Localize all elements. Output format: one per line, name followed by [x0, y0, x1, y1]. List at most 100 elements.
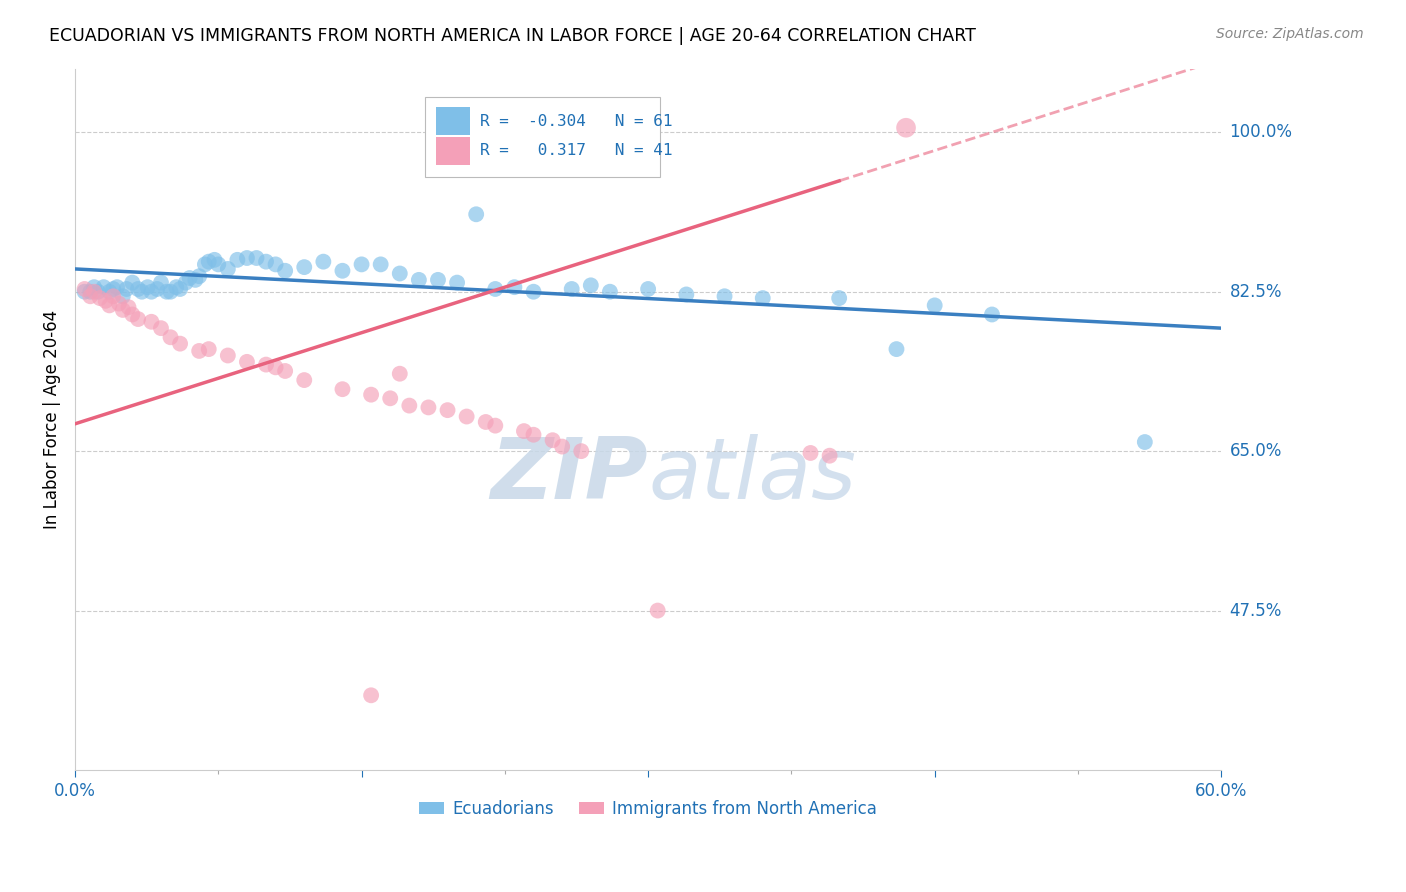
Point — [332, 382, 354, 396]
Y-axis label: In Labor Force | Age 20-64: In Labor Force | Age 20-64 — [44, 310, 60, 529]
Point — [1133, 435, 1156, 450]
Point — [561, 282, 583, 296]
Point — [818, 449, 841, 463]
Point — [98, 285, 121, 299]
Point — [465, 207, 488, 221]
Point — [380, 392, 402, 406]
Point — [446, 276, 468, 290]
Point — [117, 300, 139, 314]
Point — [103, 289, 125, 303]
Point — [217, 349, 239, 363]
Point — [73, 285, 96, 299]
Point — [388, 367, 411, 381]
Point — [551, 440, 574, 454]
FancyBboxPatch shape — [436, 136, 471, 165]
Point — [254, 358, 277, 372]
Point — [522, 427, 544, 442]
Point — [675, 287, 697, 301]
Point — [204, 252, 226, 267]
Text: Source: ZipAtlas.com: Source: ZipAtlas.com — [1216, 27, 1364, 41]
Point — [188, 269, 211, 284]
FancyBboxPatch shape — [436, 107, 471, 136]
Point — [713, 289, 735, 303]
Point — [274, 364, 297, 378]
Point — [254, 254, 277, 268]
Point — [179, 271, 201, 285]
Text: 65.0%: 65.0% — [1230, 442, 1282, 460]
Point — [194, 257, 217, 271]
Point — [236, 251, 259, 265]
Point — [332, 264, 354, 278]
Point — [149, 276, 172, 290]
Text: ECUADORIAN VS IMMIGRANTS FROM NORTH AMERICA IN LABOR FORCE | AGE 20-64 CORRELATI: ECUADORIAN VS IMMIGRANTS FROM NORTH AMER… — [49, 27, 976, 45]
Point — [103, 282, 125, 296]
Point — [79, 289, 101, 303]
Point — [360, 688, 382, 702]
Point — [370, 257, 392, 271]
Point — [197, 254, 219, 268]
Point — [427, 273, 450, 287]
FancyBboxPatch shape — [425, 96, 659, 178]
Text: ZIP: ZIP — [491, 434, 648, 516]
Point — [360, 387, 382, 401]
Point — [456, 409, 478, 424]
Point — [236, 355, 259, 369]
Point — [188, 343, 211, 358]
Point — [169, 336, 191, 351]
Point — [569, 444, 592, 458]
Point — [89, 291, 111, 305]
Point — [484, 282, 506, 296]
Point — [513, 424, 536, 438]
Point — [98, 298, 121, 312]
Point — [541, 434, 564, 448]
Point — [579, 278, 602, 293]
Text: 82.5%: 82.5% — [1230, 283, 1282, 301]
Point — [274, 264, 297, 278]
Point — [115, 282, 138, 296]
Text: atlas: atlas — [648, 434, 856, 516]
Point — [828, 291, 851, 305]
Point — [111, 302, 134, 317]
Text: 47.5%: 47.5% — [1230, 601, 1282, 620]
Point — [436, 403, 458, 417]
Point — [159, 330, 181, 344]
Point — [226, 252, 249, 267]
Point — [94, 293, 117, 308]
Point — [503, 280, 526, 294]
Text: 100.0%: 100.0% — [1230, 123, 1292, 141]
Point — [127, 282, 149, 296]
Point — [350, 257, 373, 271]
Point — [156, 285, 179, 299]
Point — [599, 285, 621, 299]
Point — [87, 285, 110, 299]
Point — [207, 257, 229, 271]
Point — [111, 289, 134, 303]
Text: R =  -0.304   N = 61: R = -0.304 N = 61 — [479, 113, 672, 128]
Point — [217, 262, 239, 277]
Point — [141, 285, 163, 299]
Point — [924, 298, 946, 312]
Point — [79, 285, 101, 299]
Point — [799, 446, 821, 460]
Legend: Ecuadorians, Immigrants from North America: Ecuadorians, Immigrants from North Ameri… — [412, 794, 884, 825]
Point — [121, 308, 143, 322]
Point — [174, 276, 197, 290]
Point — [141, 315, 163, 329]
Point — [484, 418, 506, 433]
Point — [388, 267, 411, 281]
Point — [418, 401, 440, 415]
Point — [184, 273, 207, 287]
Point — [312, 254, 335, 268]
Point — [73, 282, 96, 296]
Point — [292, 373, 315, 387]
Point — [169, 282, 191, 296]
Point — [197, 342, 219, 356]
Point — [131, 285, 153, 299]
Point — [264, 257, 287, 271]
Point — [83, 285, 105, 299]
Point — [136, 280, 159, 294]
Text: R =   0.317   N = 41: R = 0.317 N = 41 — [479, 143, 672, 158]
Point — [93, 280, 115, 294]
Point — [83, 280, 105, 294]
Point — [637, 282, 659, 296]
